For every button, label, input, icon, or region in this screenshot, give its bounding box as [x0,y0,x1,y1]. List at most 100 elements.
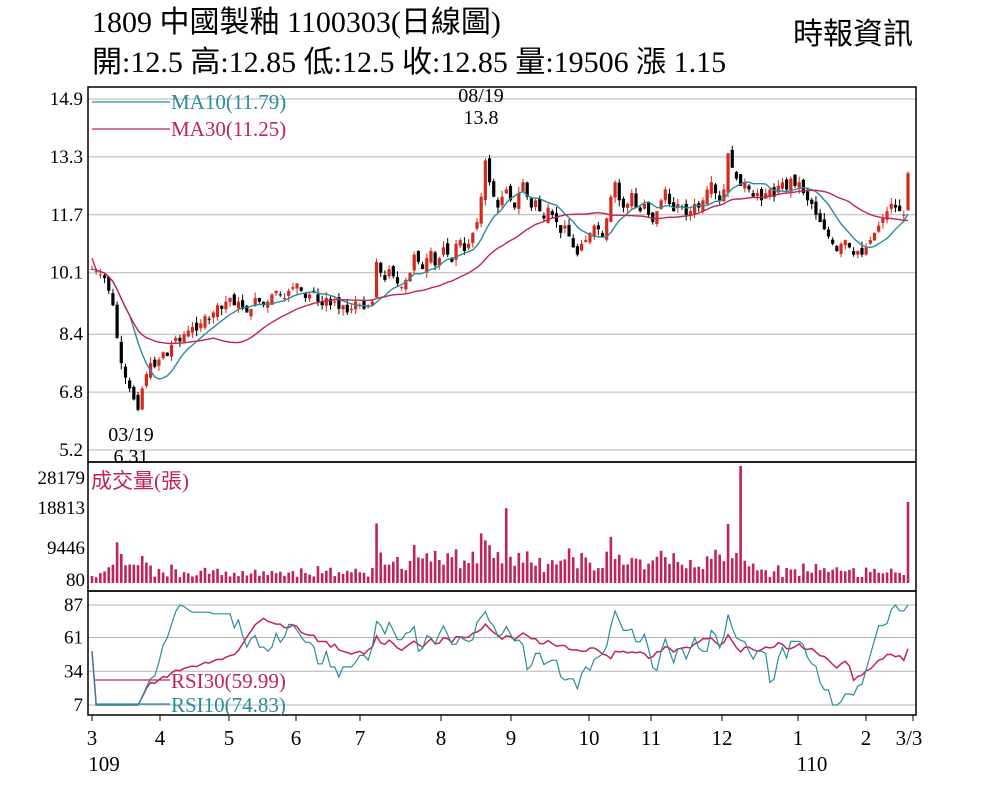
candle-body [667,193,672,204]
legends: MA10(11.79) MA30(11.25) 成交量(張) RSI30(59.99)… [91,85,504,717]
high-annotation-date: 08/19 [458,85,504,107]
x-month-label: 3/3 [896,726,923,750]
candle-body [483,160,487,201]
volume-bar [266,574,270,583]
volume-bar [207,573,211,583]
candle-body [718,195,722,201]
high-annotation-value: 13.8 [464,107,499,129]
candle-body [278,294,282,296]
candle-body [215,305,220,317]
candle-body [186,330,190,337]
volume-bar [864,567,868,583]
x-month-label: 10 [579,726,600,750]
volume-bar [869,571,872,583]
candle-body [333,301,337,303]
volume-bar [488,545,491,583]
candle-body [299,287,303,291]
candle-body [337,297,341,309]
volume-bar [153,576,157,583]
candle-body [826,229,831,237]
candle-body [852,251,856,255]
volume-y-tick: 18813 [38,498,86,519]
volume-bar [597,568,600,583]
candle-body [789,178,793,192]
candle-body [550,211,554,215]
volume-bar [588,562,592,583]
candle-body [165,352,169,356]
volume-bar [333,576,337,583]
volume-bar [262,571,265,583]
candle-body [295,283,299,289]
volume-bar [391,561,395,583]
candle-body [772,187,776,197]
x-month-label: 8 [436,726,447,750]
volume-series [90,466,910,583]
volume-bar [776,565,780,583]
candle-body [161,352,165,359]
candle-body [592,225,596,237]
candle-body [856,250,860,255]
volume-bar [270,570,274,583]
volume-bar [789,569,793,583]
candle-body [906,173,910,211]
volume-bar [823,568,826,583]
candle-body [567,225,571,237]
candle-body [596,225,600,230]
volume-bar [504,508,508,583]
volume-bar [839,570,843,583]
x-year-label: 110 [797,752,828,776]
volume-bar [580,552,583,583]
candle-body [776,185,780,193]
volume-bar [99,573,102,583]
volume-bar [471,551,475,583]
volume-bar [563,559,567,583]
volume-bar [341,574,345,583]
candle-body [496,199,500,208]
candle-body [500,196,504,206]
candle-body [692,203,697,215]
volume-bar [249,573,253,583]
candle-body [881,218,885,224]
volume-bar [576,568,579,583]
volume-bar [902,575,906,583]
candle-body [504,189,508,194]
candle-body [236,301,241,309]
volume-bar [877,572,881,583]
volume-bar [634,558,638,583]
volume-bar [697,566,701,583]
candle-body [584,240,588,243]
candle-body [563,225,567,229]
volume-bar [383,564,387,583]
volume-bar [710,558,713,583]
volume-bar [220,575,224,583]
volume-bar [638,559,642,583]
volume-bar [304,573,307,583]
volume-bar [253,569,257,583]
candle-body [119,341,123,364]
volume-bar [421,558,424,583]
volume-bar [881,573,885,583]
volume-bar [843,571,847,583]
candle-body [441,247,446,255]
volume-bar [860,576,864,583]
volume-bar [756,570,759,583]
volume-bar [730,558,734,583]
volume-bar [145,562,148,583]
volume-bar [132,564,136,583]
volume-bar [772,571,776,583]
volume-bar [626,564,629,583]
volume-bar [287,572,290,583]
candle-body [195,322,199,331]
volume-bar [894,572,897,583]
volume-bar [806,571,809,583]
candle-body [559,225,563,233]
candle-body [287,290,291,296]
volume-bar [751,563,755,583]
volume-bar [584,557,588,583]
volume-bar [802,563,805,583]
candle-body [249,308,253,317]
candle-body [672,202,676,212]
candle-body [860,247,864,255]
volume-bar [534,565,537,583]
